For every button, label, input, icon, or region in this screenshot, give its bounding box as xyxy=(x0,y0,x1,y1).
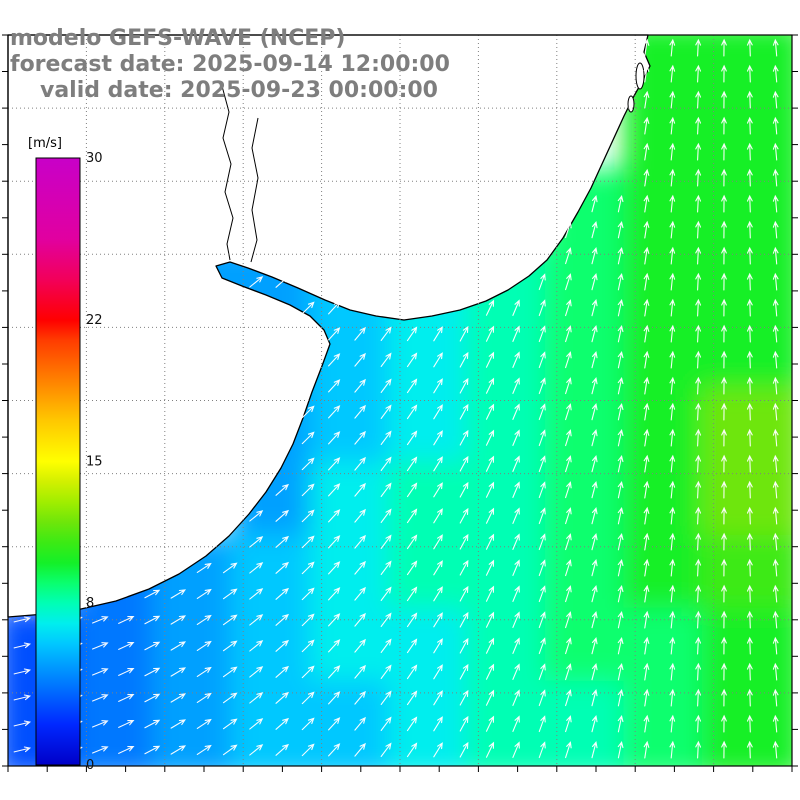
axis-ticks xyxy=(2,34,798,772)
river-line xyxy=(250,117,259,263)
forecast-date: forecast date: 2025-09-14 12:00:00 xyxy=(10,52,450,77)
colorbar-tick-label: 8 xyxy=(86,596,94,611)
colorbar: [m/s] 30 22 15 8 0 xyxy=(28,136,103,773)
colorbar-gradient-bar xyxy=(35,157,81,766)
valid-date: valid date: 2025-09-23 00:00:00 xyxy=(40,78,438,103)
lagoon-outline xyxy=(635,62,645,90)
colorbar-tick-label: 22 xyxy=(86,313,103,328)
river-line xyxy=(221,85,234,261)
colorbar-tick-label: 0 xyxy=(86,758,94,773)
colorbar-tick-label: 30 xyxy=(86,151,103,166)
colorbar-unit-label: [m/s] xyxy=(28,136,62,151)
lagoon-outline xyxy=(627,95,635,113)
land-coastline xyxy=(7,34,651,618)
wind-arrow-field xyxy=(13,38,779,759)
colorbar-tick-label: 15 xyxy=(86,455,103,470)
model-title: modelo GEFS-WAVE (NCEP) xyxy=(10,26,345,51)
land-mask xyxy=(7,34,651,618)
grid-lines xyxy=(8,35,792,766)
wind-arrows xyxy=(13,38,779,759)
field-cell xyxy=(701,680,792,766)
colorbar-tick-labels: 30 22 15 8 0 xyxy=(86,151,103,773)
title-block: modelo GEFS-WAVE (NCEP) forecast date: 2… xyxy=(10,26,450,103)
